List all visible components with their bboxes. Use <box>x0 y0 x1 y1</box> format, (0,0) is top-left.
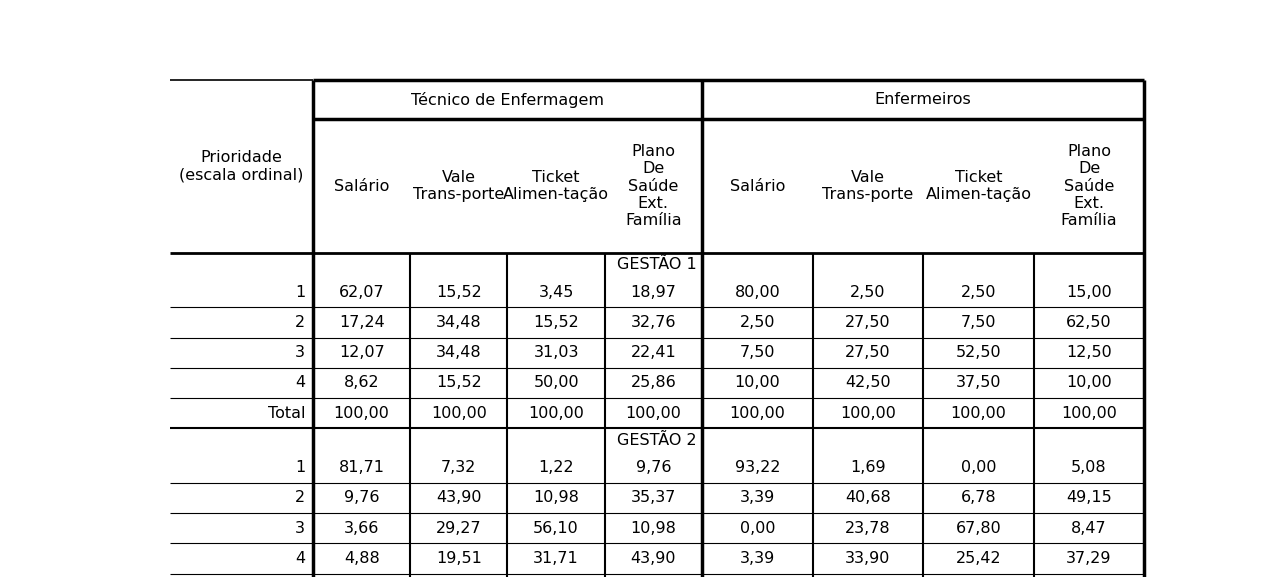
Text: 3,66: 3,66 <box>344 520 379 535</box>
Text: 23,78: 23,78 <box>845 520 890 535</box>
Text: 0,00: 0,00 <box>739 520 775 535</box>
Text: 1: 1 <box>295 285 305 300</box>
Text: 93,22: 93,22 <box>734 460 780 475</box>
Text: Vale
Trans-porte: Vale Trans-porte <box>414 170 504 203</box>
Text: 100,00: 100,00 <box>840 406 895 421</box>
Text: 2,50: 2,50 <box>960 285 996 300</box>
Text: 31,71: 31,71 <box>534 551 578 566</box>
Text: 7,50: 7,50 <box>739 345 775 360</box>
Text: 80,00: 80,00 <box>734 285 780 300</box>
Text: 50,00: 50,00 <box>534 376 578 391</box>
Text: 2,50: 2,50 <box>739 315 775 330</box>
Text: Ticket
Alimen-tação: Ticket Alimen-tação <box>926 170 1032 203</box>
Text: 42,50: 42,50 <box>845 376 890 391</box>
Text: 2,50: 2,50 <box>850 285 886 300</box>
Text: 81,71: 81,71 <box>338 460 384 475</box>
Text: GESTÃO 1: GESTÃO 1 <box>617 257 697 272</box>
Text: 100,00: 100,00 <box>1061 406 1117 421</box>
Text: 2: 2 <box>295 315 305 330</box>
Text: 67,80: 67,80 <box>955 520 1001 535</box>
Text: 43,90: 43,90 <box>437 490 481 505</box>
Text: 4: 4 <box>295 551 305 566</box>
Text: 18,97: 18,97 <box>631 285 677 300</box>
Text: 15,52: 15,52 <box>534 315 578 330</box>
Text: Salário: Salário <box>335 179 389 194</box>
Text: Enfermeiros: Enfermeiros <box>875 92 972 107</box>
Text: 8,47: 8,47 <box>1071 520 1107 535</box>
Text: 4,88: 4,88 <box>344 551 379 566</box>
Text: 29,27: 29,27 <box>435 520 481 535</box>
Text: 15,52: 15,52 <box>435 376 481 391</box>
Text: 52,50: 52,50 <box>955 345 1001 360</box>
Text: 35,37: 35,37 <box>631 490 676 505</box>
Text: 56,10: 56,10 <box>534 520 578 535</box>
Text: 4: 4 <box>295 376 305 391</box>
Text: 6,78: 6,78 <box>960 490 996 505</box>
Text: 27,50: 27,50 <box>845 315 890 330</box>
Text: 2: 2 <box>295 490 305 505</box>
Text: 100,00: 100,00 <box>333 406 389 421</box>
Text: 3,39: 3,39 <box>739 490 775 505</box>
Text: 40,68: 40,68 <box>845 490 891 505</box>
Text: 100,00: 100,00 <box>529 406 584 421</box>
Text: 100,00: 100,00 <box>950 406 1006 421</box>
Text: 100,00: 100,00 <box>430 406 487 421</box>
Text: 100,00: 100,00 <box>729 406 785 421</box>
Text: 10,98: 10,98 <box>534 490 578 505</box>
Text: 32,76: 32,76 <box>631 315 676 330</box>
Text: 3,39: 3,39 <box>739 551 775 566</box>
Text: 10,00: 10,00 <box>1066 376 1112 391</box>
Text: 7,32: 7,32 <box>441 460 476 475</box>
Text: 34,48: 34,48 <box>435 345 481 360</box>
Text: 19,51: 19,51 <box>435 551 481 566</box>
Text: 17,24: 17,24 <box>338 315 384 330</box>
Text: 27,50: 27,50 <box>845 345 890 360</box>
Text: 22,41: 22,41 <box>631 345 677 360</box>
Text: GESTÃO 2: GESTÃO 2 <box>617 433 697 448</box>
Text: 100,00: 100,00 <box>626 406 682 421</box>
Text: 37,50: 37,50 <box>955 376 1001 391</box>
Text: 34,48: 34,48 <box>435 315 481 330</box>
Text: 1: 1 <box>295 460 305 475</box>
Text: 49,15: 49,15 <box>1066 490 1112 505</box>
Text: 1,22: 1,22 <box>539 460 573 475</box>
Text: Plano
De
Saúde
Ext.
Família: Plano De Saúde Ext. Família <box>1061 144 1117 228</box>
Text: 3: 3 <box>295 345 305 360</box>
Text: 15,52: 15,52 <box>435 285 481 300</box>
Text: Salário: Salário <box>729 179 785 194</box>
Text: 25,42: 25,42 <box>955 551 1001 566</box>
Text: Prioridade
(escala ordinal): Prioridade (escala ordinal) <box>179 151 304 183</box>
Text: 3,45: 3,45 <box>539 285 573 300</box>
Text: 31,03: 31,03 <box>534 345 578 360</box>
Text: Técnico de Enfermagem: Técnico de Enfermagem <box>411 92 604 108</box>
Text: 9,76: 9,76 <box>636 460 672 475</box>
Text: 0,00: 0,00 <box>960 460 996 475</box>
Text: 43,90: 43,90 <box>631 551 676 566</box>
Text: 62,07: 62,07 <box>338 285 384 300</box>
Text: 37,29: 37,29 <box>1066 551 1112 566</box>
Text: 10,00: 10,00 <box>734 376 780 391</box>
Text: 9,76: 9,76 <box>344 490 379 505</box>
Text: 12,07: 12,07 <box>338 345 384 360</box>
Text: 1,69: 1,69 <box>850 460 886 475</box>
Text: 3: 3 <box>295 520 305 535</box>
Text: 5,08: 5,08 <box>1071 460 1107 475</box>
Text: 25,86: 25,86 <box>631 376 677 391</box>
Text: Total: Total <box>268 406 305 421</box>
Text: 12,50: 12,50 <box>1066 345 1112 360</box>
Text: 8,62: 8,62 <box>344 376 379 391</box>
Text: 62,50: 62,50 <box>1066 315 1112 330</box>
Text: Plano
De
Saúde
Ext.
Família: Plano De Saúde Ext. Família <box>624 144 682 228</box>
Text: 15,00: 15,00 <box>1066 285 1112 300</box>
Text: 10,98: 10,98 <box>631 520 677 535</box>
Text: Vale
Trans-porte: Vale Trans-porte <box>822 170 913 203</box>
Text: Ticket
Alimen-tação: Ticket Alimen-tação <box>503 170 609 203</box>
Text: 33,90: 33,90 <box>845 551 890 566</box>
Text: 7,50: 7,50 <box>960 315 996 330</box>
